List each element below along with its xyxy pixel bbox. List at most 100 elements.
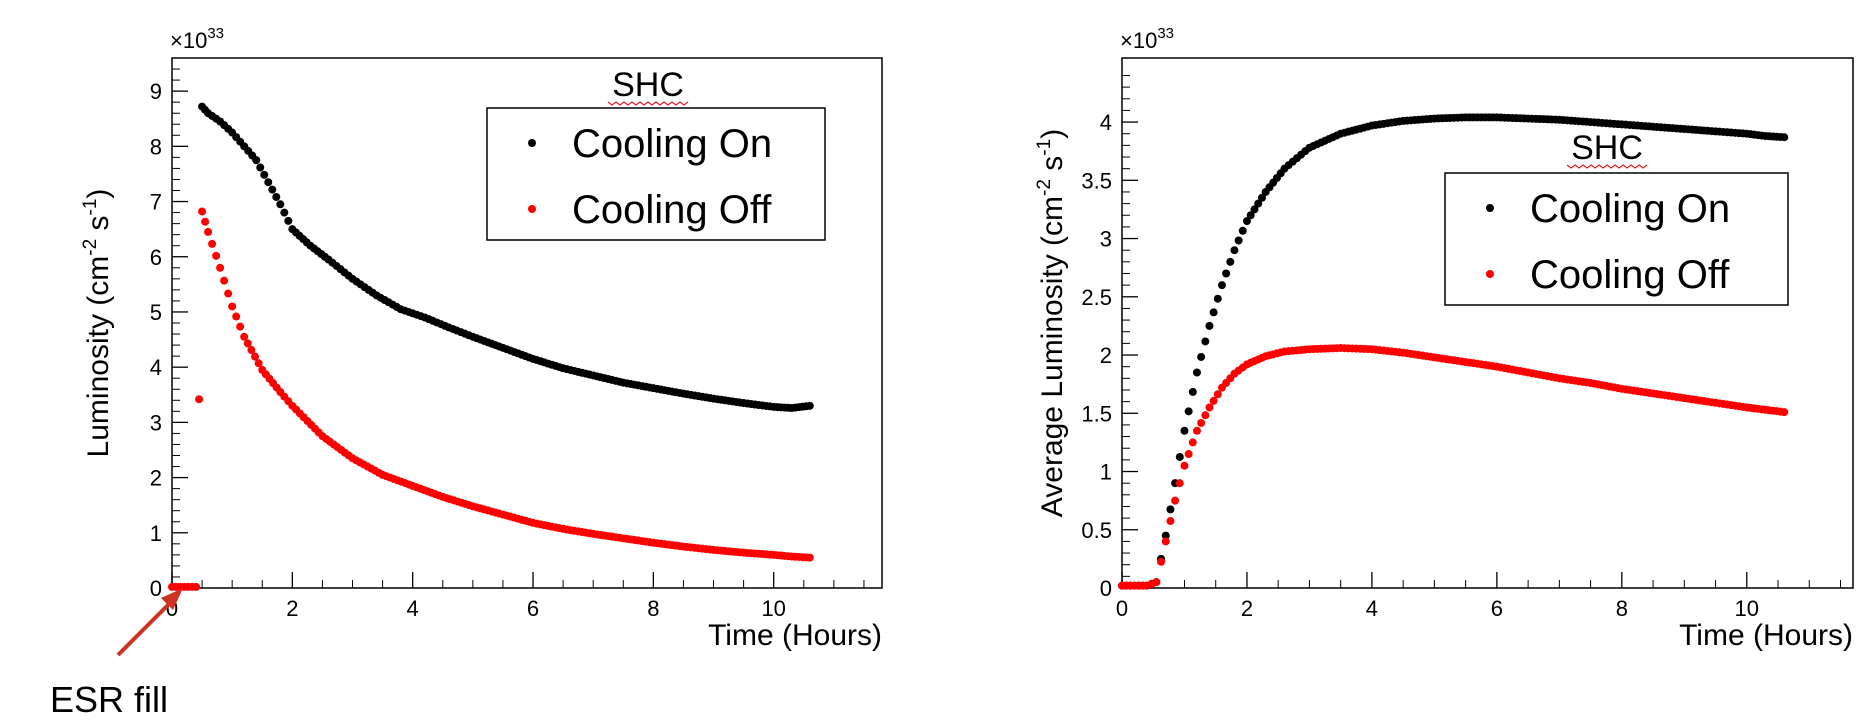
data-point <box>1254 199 1263 208</box>
data-point <box>1257 193 1266 202</box>
data-point <box>251 352 260 361</box>
legend-marker <box>528 205 536 213</box>
y-axis-label-text: s <box>1036 156 1069 179</box>
y-axis-label-superscript: -1 <box>80 199 101 216</box>
y-axis-label-superscript: -2 <box>1034 179 1055 196</box>
data-point <box>264 178 273 187</box>
data-point <box>280 208 289 217</box>
data-point <box>1184 407 1193 416</box>
data-point <box>1205 403 1214 412</box>
legend-marker <box>528 139 536 147</box>
y-axis-label-text: ) <box>1036 129 1069 139</box>
y-tick-label: 3 <box>1100 227 1112 252</box>
x-tick-label: 4 <box>1366 596 1378 621</box>
y-axis-label: Average Luminosity (cm-2 s-1) <box>1034 129 1069 517</box>
y-tick-label: 3.5 <box>1081 168 1112 193</box>
y-axis-label-text: Average Luminosity (cm <box>1036 196 1069 517</box>
data-point <box>1197 418 1206 427</box>
axis-multiplier: ×1033 <box>170 25 224 53</box>
y-tick-label: 0.5 <box>1081 518 1112 543</box>
data-point <box>256 163 265 172</box>
x-axis-label: Time (Hours) <box>1679 619 1853 652</box>
axis-multiplier-base: ×10 <box>1120 28 1157 53</box>
x-tick-label: 0 <box>1116 596 1128 621</box>
data-point <box>1230 246 1239 255</box>
data-point <box>1171 496 1180 505</box>
x-tick-label: 10 <box>761 596 785 621</box>
y-tick-label: 9 <box>150 79 162 104</box>
data-point <box>1180 426 1189 435</box>
spellcheck-underline <box>607 101 689 106</box>
legend-entry-label: Cooling On <box>1530 187 1730 231</box>
data-point <box>201 217 210 226</box>
data-point <box>1184 450 1193 459</box>
esr-fill-arrow <box>116 596 177 657</box>
data-point <box>243 339 252 348</box>
legend-title: SHC <box>612 66 684 104</box>
data-point <box>254 359 263 368</box>
data-point <box>1180 461 1189 470</box>
plot-frame <box>1121 57 1854 589</box>
y-tick-label: 3 <box>150 410 162 435</box>
data-point <box>1238 226 1247 235</box>
data-point <box>1242 217 1251 226</box>
legend-box <box>1444 172 1789 306</box>
data-point <box>1780 408 1789 417</box>
y-tick-label: 7 <box>150 190 162 215</box>
data-point <box>198 207 207 216</box>
y-axis-label-superscript: -2 <box>80 239 101 256</box>
x-tick-label: 6 <box>527 596 539 621</box>
y-tick-label: 2 <box>150 466 162 491</box>
x-tick-label: 8 <box>647 596 659 621</box>
data-point <box>220 276 229 285</box>
data-point <box>1222 269 1231 278</box>
data-point <box>240 332 249 341</box>
axis-multiplier-exponent: 33 <box>1157 25 1174 42</box>
data-point <box>1213 294 1222 303</box>
data-point <box>208 239 217 248</box>
data-point <box>1188 438 1197 447</box>
data-point <box>284 216 293 225</box>
data-point <box>1246 211 1255 220</box>
y-tick-label: 4 <box>150 355 162 380</box>
data-point <box>236 322 245 331</box>
y-axis-label-text: Luminosity (cm <box>82 256 115 458</box>
x-tick-label: 2 <box>1241 596 1253 621</box>
x-tick-label: 10 <box>1735 596 1759 621</box>
data-point <box>1175 452 1184 461</box>
y-tick-label: 5 <box>150 300 162 325</box>
data-point <box>1192 426 1201 435</box>
data-point <box>1209 308 1218 317</box>
legend-entry-label: Cooling Off <box>1530 253 1730 297</box>
legend-marker <box>1486 204 1494 212</box>
data-point <box>247 346 256 355</box>
data-point <box>805 401 814 410</box>
y-tick-label: 8 <box>150 134 162 159</box>
data-point <box>1209 396 1218 405</box>
y-axis-label-superscript: -1 <box>1034 139 1055 156</box>
y-tick-label: 6 <box>150 245 162 270</box>
x-tick-label: 2 <box>286 596 298 621</box>
y-axis-label-text: s <box>82 215 115 238</box>
y-axis-label-text: ) <box>82 189 115 199</box>
axis-multiplier-exponent: 33 <box>207 25 224 42</box>
data-point <box>272 192 281 201</box>
data-point <box>1201 337 1210 346</box>
y-axis-label: Luminosity (cm-2 s-1) <box>80 189 115 458</box>
data-point <box>1234 236 1243 245</box>
x-tick-label: 4 <box>407 596 419 621</box>
esr-fill-annotation: ESR fill <box>50 588 183 720</box>
data-point <box>1780 133 1789 142</box>
axis-multiplier: ×1033 <box>1120 25 1174 53</box>
data-point <box>1166 517 1175 526</box>
data-point <box>805 553 814 562</box>
data-point <box>1217 281 1226 290</box>
series-cooling-on <box>198 102 814 413</box>
data-point <box>204 227 213 236</box>
data-point <box>1157 557 1166 566</box>
data-point <box>1166 505 1175 514</box>
legend: SHC Cooling On Cooling Off <box>486 66 826 241</box>
y-tick-label: 0 <box>150 576 162 601</box>
